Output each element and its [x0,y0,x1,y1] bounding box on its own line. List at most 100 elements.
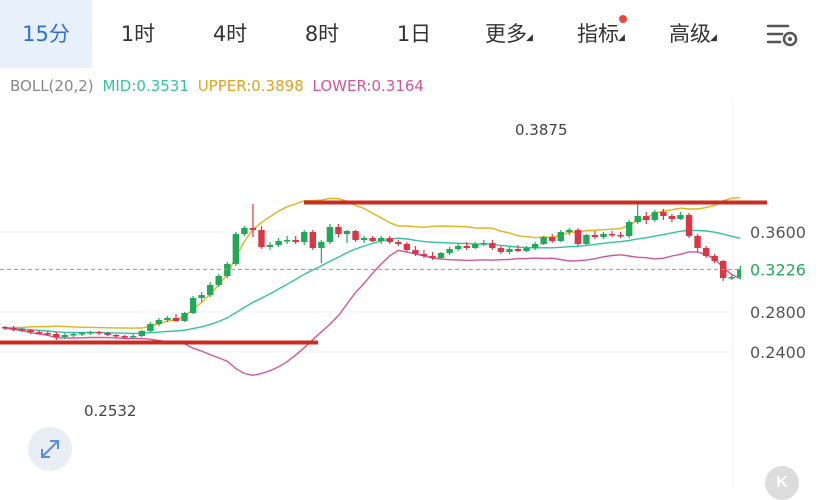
boll-mid-line [4,229,741,335]
candle-body [677,215,684,219]
chart-settings-icon[interactable] [762,17,802,53]
candle [292,236,299,244]
candle-body [403,244,411,250]
tab-advanced[interactable]: 高级 ◢ [644,0,736,68]
candle [249,204,257,237]
candle-body [44,333,51,335]
boll-upper-value: UPPER:0.3898 [197,77,304,95]
candle-body [728,277,735,279]
candle-body [395,242,402,244]
candle [343,230,351,243]
candle-body [489,243,496,248]
tab-8h[interactable]: 8时 [304,22,340,46]
boll-mid-value: MID:0.3531 [102,77,189,95]
candle [172,314,180,322]
candle-body [660,212,667,216]
candle-body [121,336,128,338]
caret-down-icon: ◢ [526,33,533,43]
tab-advanced-label: 高级 [669,22,711,46]
candle-body [309,232,316,248]
tab-1h[interactable]: 1时 [120,22,156,46]
boll-legend: BOLL(20,2) MID:0.3531 UPPER:0.3898 LOWER… [10,77,428,95]
candle-body [224,264,231,276]
candle-body [651,212,658,220]
candle-body [95,332,103,334]
candle-body [591,235,599,237]
candle [44,331,51,336]
candle-body [574,230,582,244]
candlestick-chart[interactable]: 0.3600 0.2800 0.2400 0.3875 0.2532 0.3226 [0,100,829,488]
boll-lower-line [4,249,741,377]
tab-more[interactable]: 更多 ◢ [460,0,552,68]
candle-body [523,248,530,251]
tab-indicators-label: 指标 [577,22,619,46]
candle-body [27,330,34,332]
candle-body [412,250,419,254]
candle [728,274,735,280]
candle [360,236,368,243]
candle [335,224,342,237]
candle [138,330,145,337]
candle [651,210,658,222]
candle-body [181,313,188,321]
candle-body [275,241,282,245]
candle [472,242,479,249]
candle [78,332,86,336]
candle-body [668,216,676,219]
candle-body [617,235,624,237]
candle [463,242,470,250]
candle-body [506,249,513,252]
tab-indicators[interactable]: 指标 ◢ [552,0,644,68]
candle [395,240,402,246]
candle [104,332,111,336]
candle [1,326,9,330]
candle-body [737,269,744,277]
candle-body [112,335,120,337]
candle-body [702,248,710,256]
expand-icon [41,440,59,458]
candle [301,230,308,245]
candle-body [608,234,616,236]
candle-body [343,231,351,234]
tab-15min[interactable]: 15分 [0,0,92,68]
candle-body [540,237,547,244]
candle [318,240,325,263]
candle-body [147,324,154,331]
candle [326,224,334,244]
candle-body [18,329,26,331]
candle-body [266,245,274,247]
candle [737,266,744,279]
candle-body [378,238,385,241]
candle [87,331,94,335]
candle-body [583,235,590,244]
candle-body [531,244,539,248]
candle-body [685,215,693,236]
candle-body [87,332,94,334]
boll-lower-value: LOWER:0.3164 [312,77,424,95]
candle [18,328,26,332]
candle [224,262,231,278]
expand-chart-button[interactable] [28,427,72,471]
caret-down-icon: ◢ [710,33,717,43]
candle [10,326,17,331]
candle-body [292,240,299,242]
candle [523,246,530,252]
candle-body [480,243,487,245]
candle [489,240,496,250]
y-tick-label: 0.3600 [750,223,806,242]
tab-4h[interactable]: 4时 [212,22,248,46]
candle-body [172,318,180,321]
candle [189,296,197,314]
candle [53,332,60,340]
candle [27,329,34,334]
candle [549,234,556,243]
candle [61,333,69,339]
kline-logo-icon[interactable]: K [765,466,799,500]
low-price-annotation: 0.2532 [84,402,137,420]
candle-body [386,238,393,242]
tab-1d[interactable]: 1日 [396,22,432,46]
candle [540,236,547,245]
candle-body [514,249,522,251]
candle-body [549,237,556,241]
candle-body [10,328,17,330]
